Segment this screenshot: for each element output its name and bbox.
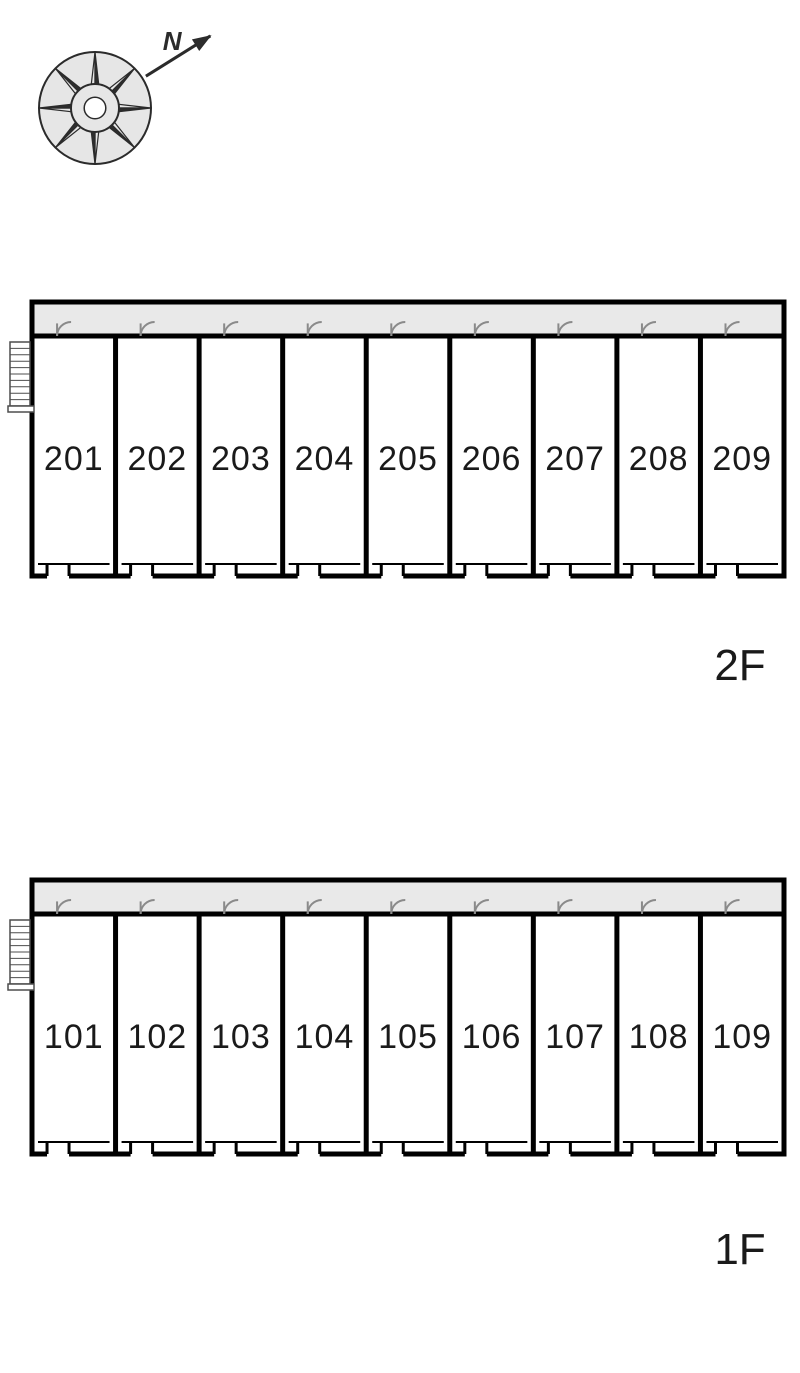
unit-label: 201 xyxy=(44,440,104,478)
unit-label: 205 xyxy=(378,440,438,478)
balcony-opening xyxy=(715,573,737,580)
unit-label: 104 xyxy=(295,1018,355,1056)
unit-label: 106 xyxy=(462,1018,522,1056)
balcony-opening xyxy=(131,573,153,580)
unit-label: 206 xyxy=(462,440,522,478)
balcony-opening xyxy=(298,1151,320,1158)
floor-plan-1f: 101 102 103 104 105 106 107 108 109 1F xyxy=(8,880,784,1274)
floor-plan-2f: 201 202 203 204 205 206 207 208 209 2F xyxy=(8,302,784,690)
compass-rose: N xyxy=(39,26,210,164)
balcony-opening xyxy=(548,1151,570,1158)
floor-label-2f: 2F xyxy=(714,641,765,690)
corridor xyxy=(32,302,784,336)
balcony-opening xyxy=(632,1151,654,1158)
stair-icon xyxy=(8,920,34,990)
unit-label: 108 xyxy=(629,1018,689,1056)
balcony-opening xyxy=(381,573,403,580)
balcony-opening xyxy=(632,573,654,580)
stair-icon xyxy=(8,342,34,412)
unit-label: 208 xyxy=(629,440,689,478)
balcony-opening xyxy=(131,1151,153,1158)
unit-label: 101 xyxy=(44,1018,104,1056)
unit-label: 203 xyxy=(211,440,271,478)
unit-label: 107 xyxy=(545,1018,605,1056)
unit-label: 207 xyxy=(545,440,605,478)
balcony-opening xyxy=(548,573,570,580)
balcony-opening xyxy=(214,1151,236,1158)
balcony-opening xyxy=(47,1151,69,1158)
unit-label: 204 xyxy=(295,440,355,478)
unit-label: 202 xyxy=(127,440,187,478)
unit-label: 109 xyxy=(712,1018,772,1056)
corridor xyxy=(32,880,784,914)
balcony-opening xyxy=(465,573,487,580)
balcony-opening xyxy=(465,1151,487,1158)
balcony-opening xyxy=(214,573,236,580)
balcony-opening xyxy=(298,573,320,580)
unit-label: 105 xyxy=(378,1018,438,1056)
balcony-opening xyxy=(715,1151,737,1158)
unit-label: 103 xyxy=(211,1018,271,1056)
balcony-opening xyxy=(47,573,69,580)
unit-label: 102 xyxy=(127,1018,187,1056)
compass-north-label: N xyxy=(163,26,183,56)
balcony-opening xyxy=(381,1151,403,1158)
floor-label-1f: 1F xyxy=(714,1225,765,1274)
unit-label: 209 xyxy=(712,440,772,478)
